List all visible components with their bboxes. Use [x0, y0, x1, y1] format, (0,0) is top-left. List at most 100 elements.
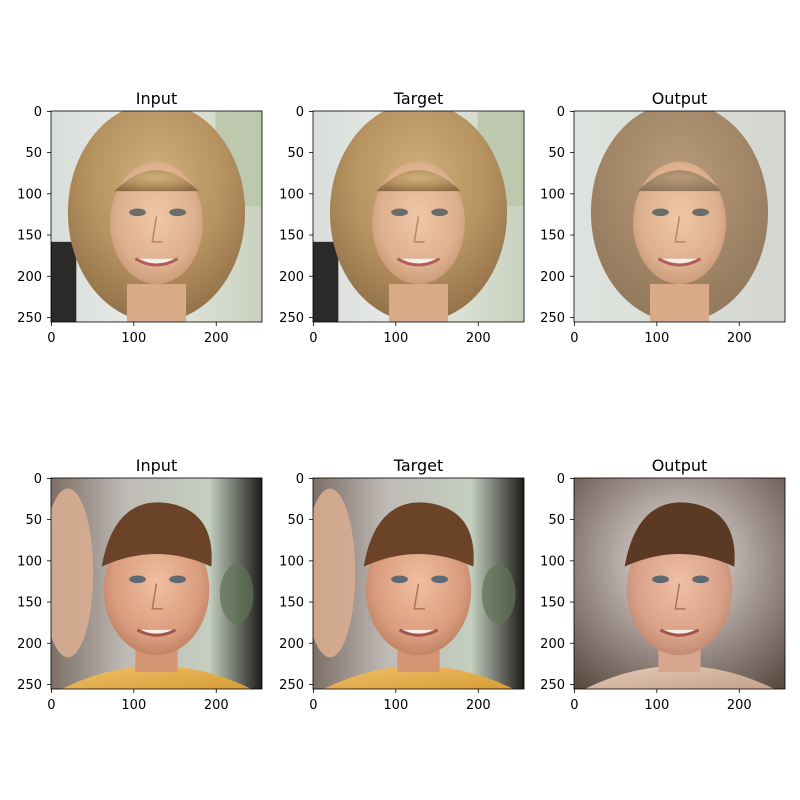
nose [151, 583, 163, 610]
left-eye [391, 575, 408, 584]
y-tick-label: 0 [557, 105, 565, 120]
x-tick-label: 100 [121, 331, 146, 346]
nose [151, 216, 163, 243]
y-tick-label: 100 [279, 187, 304, 202]
y-tick-label: 0 [34, 472, 42, 487]
y-tick-label: 0 [34, 105, 42, 120]
nose [674, 583, 686, 610]
y-tick-label: 50 [25, 513, 42, 528]
panel-man-target: Target 0 100 200 0 50 100 150 200 250 [279, 456, 525, 713]
y-tick-label: 0 [557, 472, 565, 487]
y-tick-label: 150 [540, 596, 565, 611]
axes-frame [312, 110, 525, 323]
x-tick-label: 0 [47, 698, 55, 713]
nose [674, 216, 686, 243]
nose [413, 216, 425, 243]
x-tick-label: 100 [644, 331, 669, 346]
x-tick-label: 100 [383, 331, 408, 346]
mouth [657, 257, 702, 267]
axes-frame [573, 110, 786, 323]
left-eye [129, 575, 146, 584]
panel-woman-target: Target 0 100 200 0 50 100 150 200 250 [279, 89, 525, 346]
y-tick-label: 200 [17, 637, 42, 652]
x-tick-label: 200 [204, 698, 229, 713]
face [633, 161, 726, 285]
y-tick-label: 250 [279, 678, 304, 693]
right-eye [692, 208, 710, 217]
fringe [114, 170, 199, 192]
y-tick-label: 150 [17, 596, 42, 611]
y-tick-label: 100 [540, 187, 565, 202]
woman-target [313, 111, 524, 322]
x-tick-label: 100 [644, 698, 669, 713]
right-eye [169, 208, 187, 217]
neck [126, 284, 187, 322]
shirt [584, 665, 775, 689]
left-eye [391, 208, 408, 217]
foliage [481, 564, 516, 624]
y-tick-label: 100 [279, 554, 304, 569]
mouth [659, 628, 700, 637]
y-tick-label: 50 [548, 146, 565, 161]
panel-title: Output [652, 456, 708, 475]
y-tick-label: 50 [287, 146, 304, 161]
y-tick-label: 0 [296, 472, 304, 487]
axes-frame [50, 110, 263, 323]
panel-woman-input: Input 0 100 200 0 50 100 150 200 250 [17, 89, 263, 346]
hair [363, 502, 474, 567]
x-tick-label: 200 [466, 698, 491, 713]
x-tick-label: 200 [727, 331, 752, 346]
mouth [396, 257, 441, 267]
panel-title: Input [136, 456, 177, 475]
woman-input [51, 111, 262, 322]
y-tick-label: 150 [279, 229, 304, 244]
panel-title: Target [393, 456, 444, 475]
right-eye [692, 575, 710, 584]
shirt [61, 665, 252, 689]
y-tick-label: 200 [17, 270, 42, 285]
y-tick-label: 150 [279, 596, 304, 611]
x-tick-label: 200 [466, 331, 491, 346]
y-tick-label: 50 [25, 146, 42, 161]
foliage [219, 564, 254, 624]
mouth [398, 628, 439, 637]
right-eye [169, 575, 187, 584]
y-tick-label: 250 [17, 311, 42, 326]
car-edge [313, 241, 339, 322]
hair [624, 502, 735, 567]
x-tick-label: 200 [204, 331, 229, 346]
y-tick-label: 150 [540, 229, 565, 244]
y-tick-label: 250 [279, 311, 304, 326]
y-tick-label: 250 [17, 678, 42, 693]
x-tick-label: 0 [309, 331, 317, 346]
face [372, 161, 465, 285]
x-tick-label: 200 [727, 698, 752, 713]
fringe [637, 170, 722, 192]
x-tick-label: 0 [47, 331, 55, 346]
woman-output [574, 111, 785, 322]
car-edge [51, 241, 77, 322]
x-tick-label: 100 [383, 698, 408, 713]
x-tick-label: 0 [570, 698, 578, 713]
x-tick-label: 0 [309, 698, 317, 713]
y-tick-label: 200 [540, 637, 565, 652]
y-tick-label: 100 [540, 554, 565, 569]
y-tick-label: 100 [17, 554, 42, 569]
axes-frame [573, 477, 786, 690]
right-eye [431, 575, 449, 584]
panel-title: Target [393, 89, 444, 108]
mouth [136, 628, 177, 637]
hair [101, 502, 212, 567]
man-target [313, 478, 524, 689]
background-person [51, 488, 94, 658]
neck [649, 284, 710, 322]
axes-frame [312, 477, 525, 690]
y-tick-label: 150 [17, 229, 42, 244]
panel-title: Input [136, 89, 177, 108]
face [103, 524, 210, 656]
y-tick-label: 200 [279, 637, 304, 652]
y-tick-label: 200 [540, 270, 565, 285]
y-tick-label: 250 [540, 311, 565, 326]
